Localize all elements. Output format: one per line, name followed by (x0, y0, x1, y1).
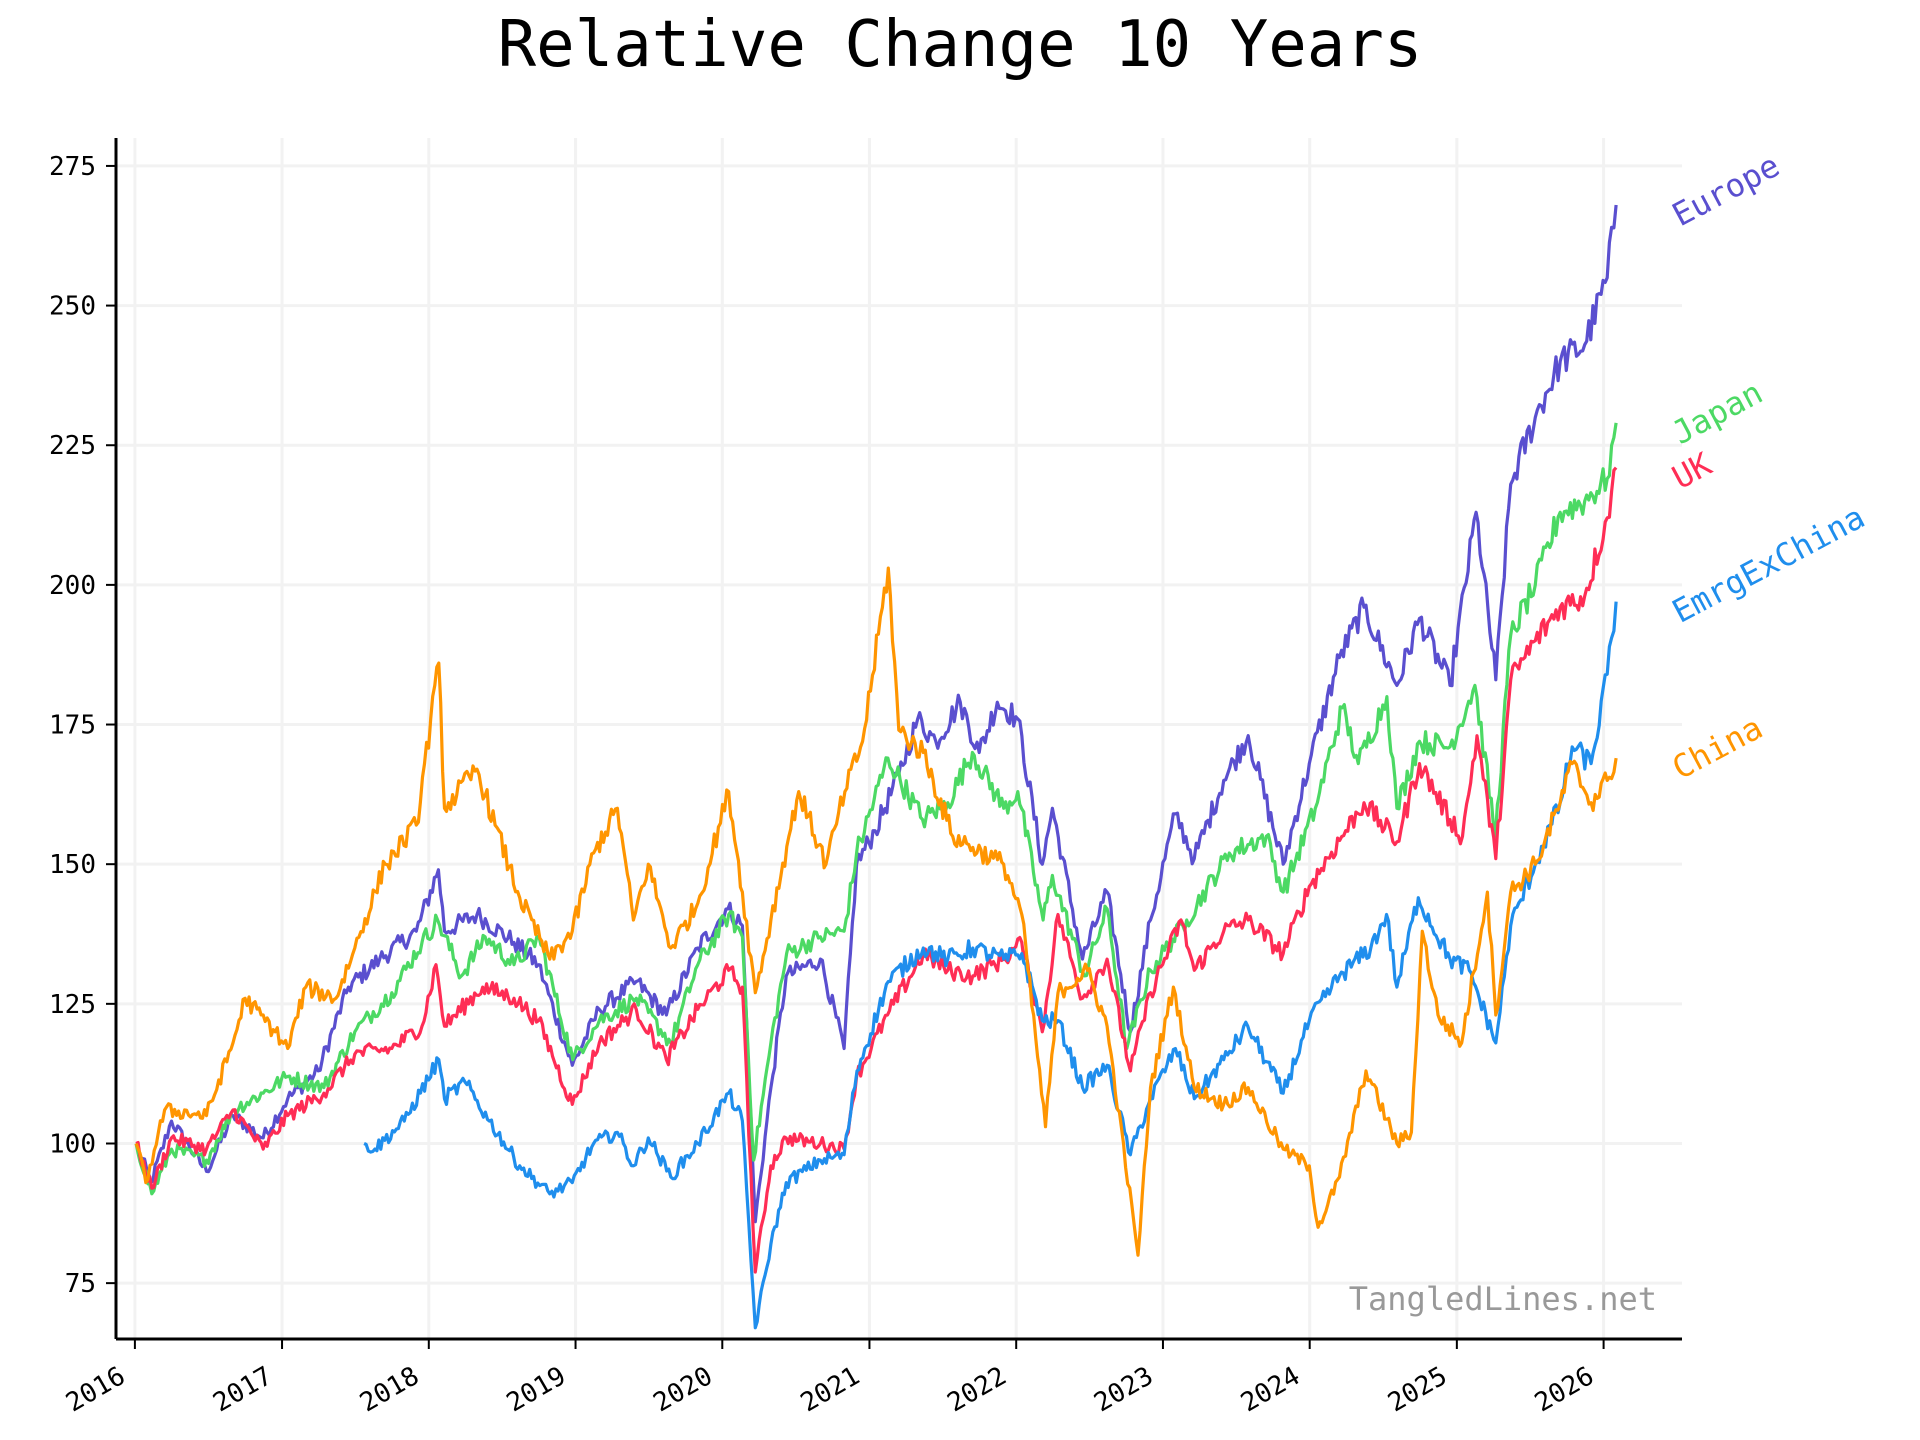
y-tick-label: 200 (49, 571, 96, 601)
series-layer (134, 204, 1618, 1330)
grid-layer (116, 138, 1682, 1339)
y-tick-label: 150 (49, 850, 96, 880)
y-tick-label: 225 (49, 431, 96, 461)
x-tick-label: 2018 (355, 1361, 424, 1418)
x-tick-label: 2022 (942, 1361, 1011, 1418)
series-label-europe: Europe (1666, 146, 1786, 234)
y-tick-label: 75 (65, 1269, 96, 1299)
x-tick-label: 2021 (796, 1361, 865, 1418)
series-label-emrgexchina: EmrgExChina (1666, 498, 1871, 631)
y-tick-label: 250 (49, 292, 96, 322)
x-tick-label: 2019 (502, 1361, 571, 1418)
series-label-uk: UK (1666, 445, 1719, 497)
x-tick-label: 2023 (1089, 1361, 1158, 1418)
x-tick-label: 2017 (208, 1361, 277, 1418)
y-tick-label: 100 (49, 1129, 96, 1159)
series-line-europe (134, 204, 1618, 1224)
y-tick-label: 275 (49, 152, 96, 182)
x-tick-label: 2026 (1530, 1361, 1599, 1418)
x-tick-label: 2024 (1236, 1361, 1305, 1418)
axes-layer: 75 100 125 150 175 200 225 250 275 2016 2017 2018 20… (49, 138, 1682, 1418)
y-tick-label: 125 (49, 990, 96, 1020)
x-tick-label: 2025 (1383, 1361, 1452, 1418)
watermark-text: TangledLines.net (1349, 1280, 1657, 1318)
series-line-uk (135, 466, 1618, 1274)
x-tick-label: 2016 (61, 1361, 130, 1418)
series-line-japan (134, 422, 1618, 1196)
series-line-china (134, 566, 1618, 1257)
series-label-japan: Japan (1666, 373, 1769, 452)
x-tick-label: 2020 (649, 1361, 718, 1418)
chart-title: Relative Change 10 Years (497, 8, 1423, 82)
y-tick-label: 175 (49, 711, 96, 741)
series-line-emrgexchina (363, 601, 1618, 1330)
series-label-china: China (1666, 708, 1769, 787)
